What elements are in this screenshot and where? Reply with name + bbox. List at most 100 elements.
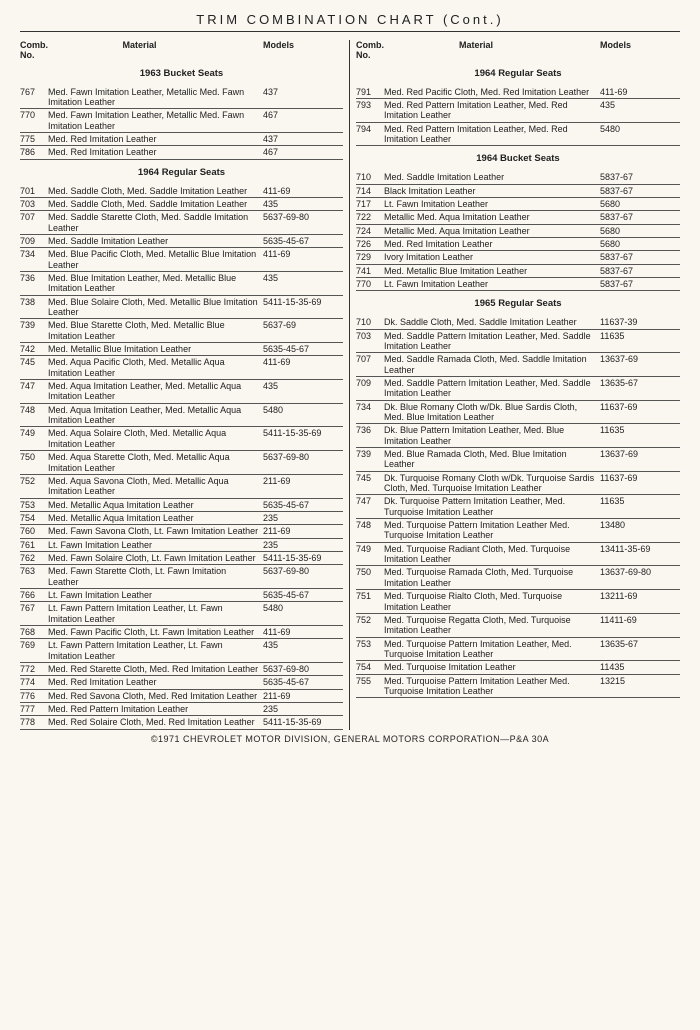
table-row: 707Med. Saddle Starette Cloth, Med. Sadd… <box>20 211 343 235</box>
section-title: 1965 Regular Seats <box>356 299 680 310</box>
material: Med. Blue Solaire Cloth, Med. Metallic B… <box>48 297 263 318</box>
comb-no: 742 <box>20 344 48 354</box>
models: 5837-67 <box>600 266 680 276</box>
material: Lt. Fawn Imitation Leather <box>384 279 600 289</box>
models: 411-69 <box>600 87 680 97</box>
material: Med. Turquoise Radiant Cloth, Med. Turqu… <box>384 544 600 565</box>
models: 5637-69-80 <box>263 664 343 674</box>
table-row: 754Med. Turquoise Imitation Leather11435 <box>356 661 680 674</box>
table-row: 752Med. Turquoise Regatta Cloth, Med. Tu… <box>356 614 680 638</box>
models: 435 <box>263 381 343 391</box>
footer-copyright: ©1971 CHEVROLET MOTOR DIVISION, GENERAL … <box>20 734 680 744</box>
comb-no: 766 <box>20 590 48 600</box>
table-row: 742Med. Metallic Blue Imitation Leather5… <box>20 343 343 356</box>
material: Med. Aqua Imitation Leather, Med. Metall… <box>48 405 263 426</box>
models: 13635-67 <box>600 378 680 388</box>
models: 211-69 <box>263 526 343 536</box>
comb-no: 745 <box>356 473 384 483</box>
models: 5635-45-67 <box>263 590 343 600</box>
table-row: 726Med. Red Imitation Leather5680 <box>356 238 680 251</box>
models: 11635 <box>600 331 680 341</box>
comb-no: 739 <box>356 449 384 459</box>
table-row: 750Med. Aqua Starette Cloth, Med. Metall… <box>20 451 343 475</box>
material: Med. Aqua Solaire Cloth, Med. Metallic A… <box>48 428 263 449</box>
table-row: 745Dk. Turquoise Romany Cloth w/Dk. Turq… <box>356 472 680 496</box>
section-title: 1964 Regular Seats <box>356 69 680 80</box>
section-title: 1963 Bucket Seats <box>20 69 343 80</box>
table-row: 761Lt. Fawn Imitation Leather235 <box>20 539 343 552</box>
comb-no: 794 <box>356 124 384 134</box>
material: Dk. Saddle Cloth, Med. Saddle Imitation … <box>384 317 600 327</box>
material: Med. Saddle Starette Cloth, Med. Saddle … <box>48 212 263 233</box>
material: Lt. Fawn Imitation Leather <box>384 199 600 209</box>
table-row: 722Metallic Med. Aqua Imitation Leather5… <box>356 211 680 224</box>
table-row: 736Med. Blue Imitation Leather, Med. Met… <box>20 272 343 296</box>
table-row: 778Med. Red Solaire Cloth, Med. Red Imit… <box>20 716 343 729</box>
models: 211-69 <box>263 476 343 486</box>
comb-no: 775 <box>20 134 48 144</box>
material: Med. Blue Pacific Cloth, Med. Metallic B… <box>48 249 263 270</box>
table-row: 714Black Imitation Leather5837-67 <box>356 185 680 198</box>
comb-no: 736 <box>20 273 48 283</box>
models: 435 <box>263 640 343 650</box>
models: 435 <box>263 273 343 283</box>
models: 13637-69-80 <box>600 567 680 577</box>
hdr-material: Material <box>56 40 263 61</box>
comb-no: 767 <box>20 87 48 97</box>
material: Med. Saddle Imitation Leather <box>384 172 600 182</box>
models: 13635-67 <box>600 639 680 649</box>
comb-no: 748 <box>356 520 384 530</box>
material: Med. Metallic Blue Imitation Leather <box>384 266 600 276</box>
models: 5680 <box>600 239 680 249</box>
material: Med. Saddle Pattern Imitation Leather, M… <box>384 331 600 352</box>
columns: Comb.No. Material Models 1963 Bucket Sea… <box>20 40 680 730</box>
material: Med. Saddle Pattern Imitation Leather, M… <box>384 378 600 399</box>
models: 5837-67 <box>600 212 680 222</box>
material: Med. Fawn Imitation Leather, Metallic Me… <box>48 110 263 131</box>
comb-no: 726 <box>356 239 384 249</box>
models: 11635 <box>600 496 680 506</box>
models: 5411-15-35-69 <box>263 297 343 307</box>
material: Med. Aqua Starette Cloth, Med. Metallic … <box>48 452 263 473</box>
models: 11435 <box>600 662 680 672</box>
material: Med. Blue Starette Cloth, Med. Metallic … <box>48 320 263 341</box>
comb-no: 738 <box>20 297 48 307</box>
models: 5637-69 <box>263 320 343 330</box>
comb-no: 724 <box>356 226 384 236</box>
material: Med. Fawn Solaire Cloth, Lt. Fawn Imitat… <box>48 553 263 563</box>
models: 5637-69-80 <box>263 212 343 222</box>
comb-no: 749 <box>356 544 384 554</box>
comb-no: 774 <box>20 677 48 687</box>
models: 435 <box>600 100 680 110</box>
models: 235 <box>263 513 343 523</box>
comb-no: 776 <box>20 691 48 701</box>
comb-no: 755 <box>356 676 384 686</box>
table-row: 763Med. Fawn Starette Cloth, Lt. Fawn Im… <box>20 565 343 589</box>
material: Med. Metallic Aqua Imitation Leather <box>48 500 263 510</box>
table-row: 738Med. Blue Solaire Cloth, Med. Metalli… <box>20 296 343 320</box>
comb-no: 717 <box>356 199 384 209</box>
comb-no: 778 <box>20 717 48 727</box>
material: Med. Blue Imitation Leather, Med. Metall… <box>48 273 263 294</box>
comb-no: 703 <box>356 331 384 341</box>
models: 435 <box>263 199 343 209</box>
comb-no: 701 <box>20 186 48 196</box>
comb-no: 761 <box>20 540 48 550</box>
table-row: 724Metallic Med. Aqua Imitation Leather5… <box>356 225 680 238</box>
table-row: 762Med. Fawn Solaire Cloth, Lt. Fawn Imi… <box>20 552 343 565</box>
models: 411-69 <box>263 249 343 259</box>
models: 5411-15-35-69 <box>263 717 343 727</box>
models: 467 <box>263 110 343 120</box>
models: 11637-39 <box>600 317 680 327</box>
comb-no: 734 <box>356 402 384 412</box>
material: Med. Turquoise Regatta Cloth, Med. Turqu… <box>384 615 600 636</box>
models: 11635 <box>600 425 680 435</box>
material: Med. Turquoise Pattern Imitation Leather… <box>384 676 600 697</box>
comb-no: 754 <box>20 513 48 523</box>
models: 11637-69 <box>600 402 680 412</box>
table-row: 749Med. Aqua Solaire Cloth, Med. Metalli… <box>20 427 343 451</box>
section-title: 1964 Regular Seats <box>20 168 343 179</box>
models: 5637-69-80 <box>263 566 343 576</box>
models: 211-69 <box>263 691 343 701</box>
table-row: 717Lt. Fawn Imitation Leather5680 <box>356 198 680 211</box>
